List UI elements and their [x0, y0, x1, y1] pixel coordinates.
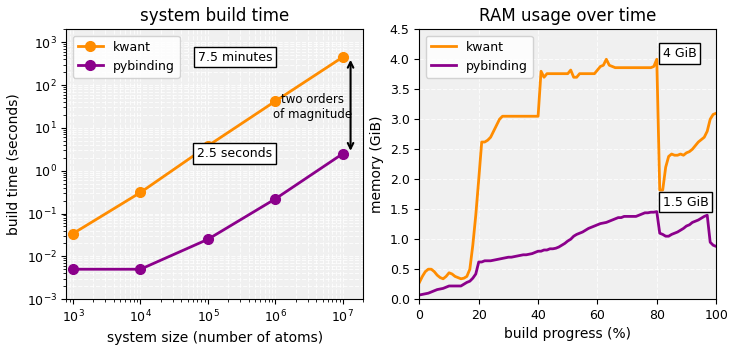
pybinding: [436, 287, 445, 291]
Text: 7.5 minutes: 7.5 minutes: [198, 51, 272, 63]
pybinding: [68, 267, 77, 271]
pybinding: [637, 212, 646, 216]
pybinding: [593, 223, 602, 227]
pybinding: [338, 151, 347, 156]
pybinding: [623, 214, 631, 219]
kwant: [136, 190, 145, 195]
pybinding: [415, 293, 424, 297]
Line: pybinding: pybinding: [68, 149, 348, 274]
Text: 2.5 seconds: 2.5 seconds: [197, 147, 273, 160]
Text: 4 GiB: 4 GiB: [663, 47, 697, 60]
kwant: [640, 65, 649, 70]
pybinding: [653, 209, 662, 214]
Line: kwant: kwant: [68, 52, 348, 238]
X-axis label: system size (number of atoms): system size (number of atoms): [107, 331, 323, 345]
Legend: kwant, pybinding: kwant, pybinding: [426, 36, 533, 78]
pybinding: [136, 267, 145, 271]
kwant: [490, 129, 498, 133]
kwant: [338, 55, 347, 59]
Legend: kwant, pybinding: kwant, pybinding: [73, 36, 179, 78]
Title: system build time: system build time: [140, 7, 290, 25]
Line: pybinding: pybinding: [420, 212, 716, 295]
kwant: [625, 65, 634, 70]
kwant: [551, 71, 560, 76]
X-axis label: build progress (%): build progress (%): [504, 327, 631, 341]
kwant: [415, 280, 424, 284]
pybinding: [204, 237, 212, 241]
Y-axis label: build time (seconds): build time (seconds): [7, 93, 21, 235]
kwant: [436, 276, 445, 280]
pybinding: [711, 244, 720, 249]
kwant: [602, 57, 611, 61]
kwant: [711, 111, 720, 115]
Text: 1.5 GiB: 1.5 GiB: [663, 195, 709, 208]
Text: two orders
of magnitude: two orders of magnitude: [273, 93, 351, 121]
Title: RAM usage over time: RAM usage over time: [479, 7, 656, 25]
kwant: [204, 144, 212, 148]
kwant: [68, 232, 77, 236]
Y-axis label: memory (GiB): memory (GiB): [370, 115, 384, 213]
pybinding: [551, 246, 560, 250]
pybinding: [271, 197, 280, 201]
pybinding: [490, 258, 498, 262]
kwant: [593, 68, 602, 72]
Line: kwant: kwant: [420, 59, 716, 282]
kwant: [271, 99, 280, 103]
